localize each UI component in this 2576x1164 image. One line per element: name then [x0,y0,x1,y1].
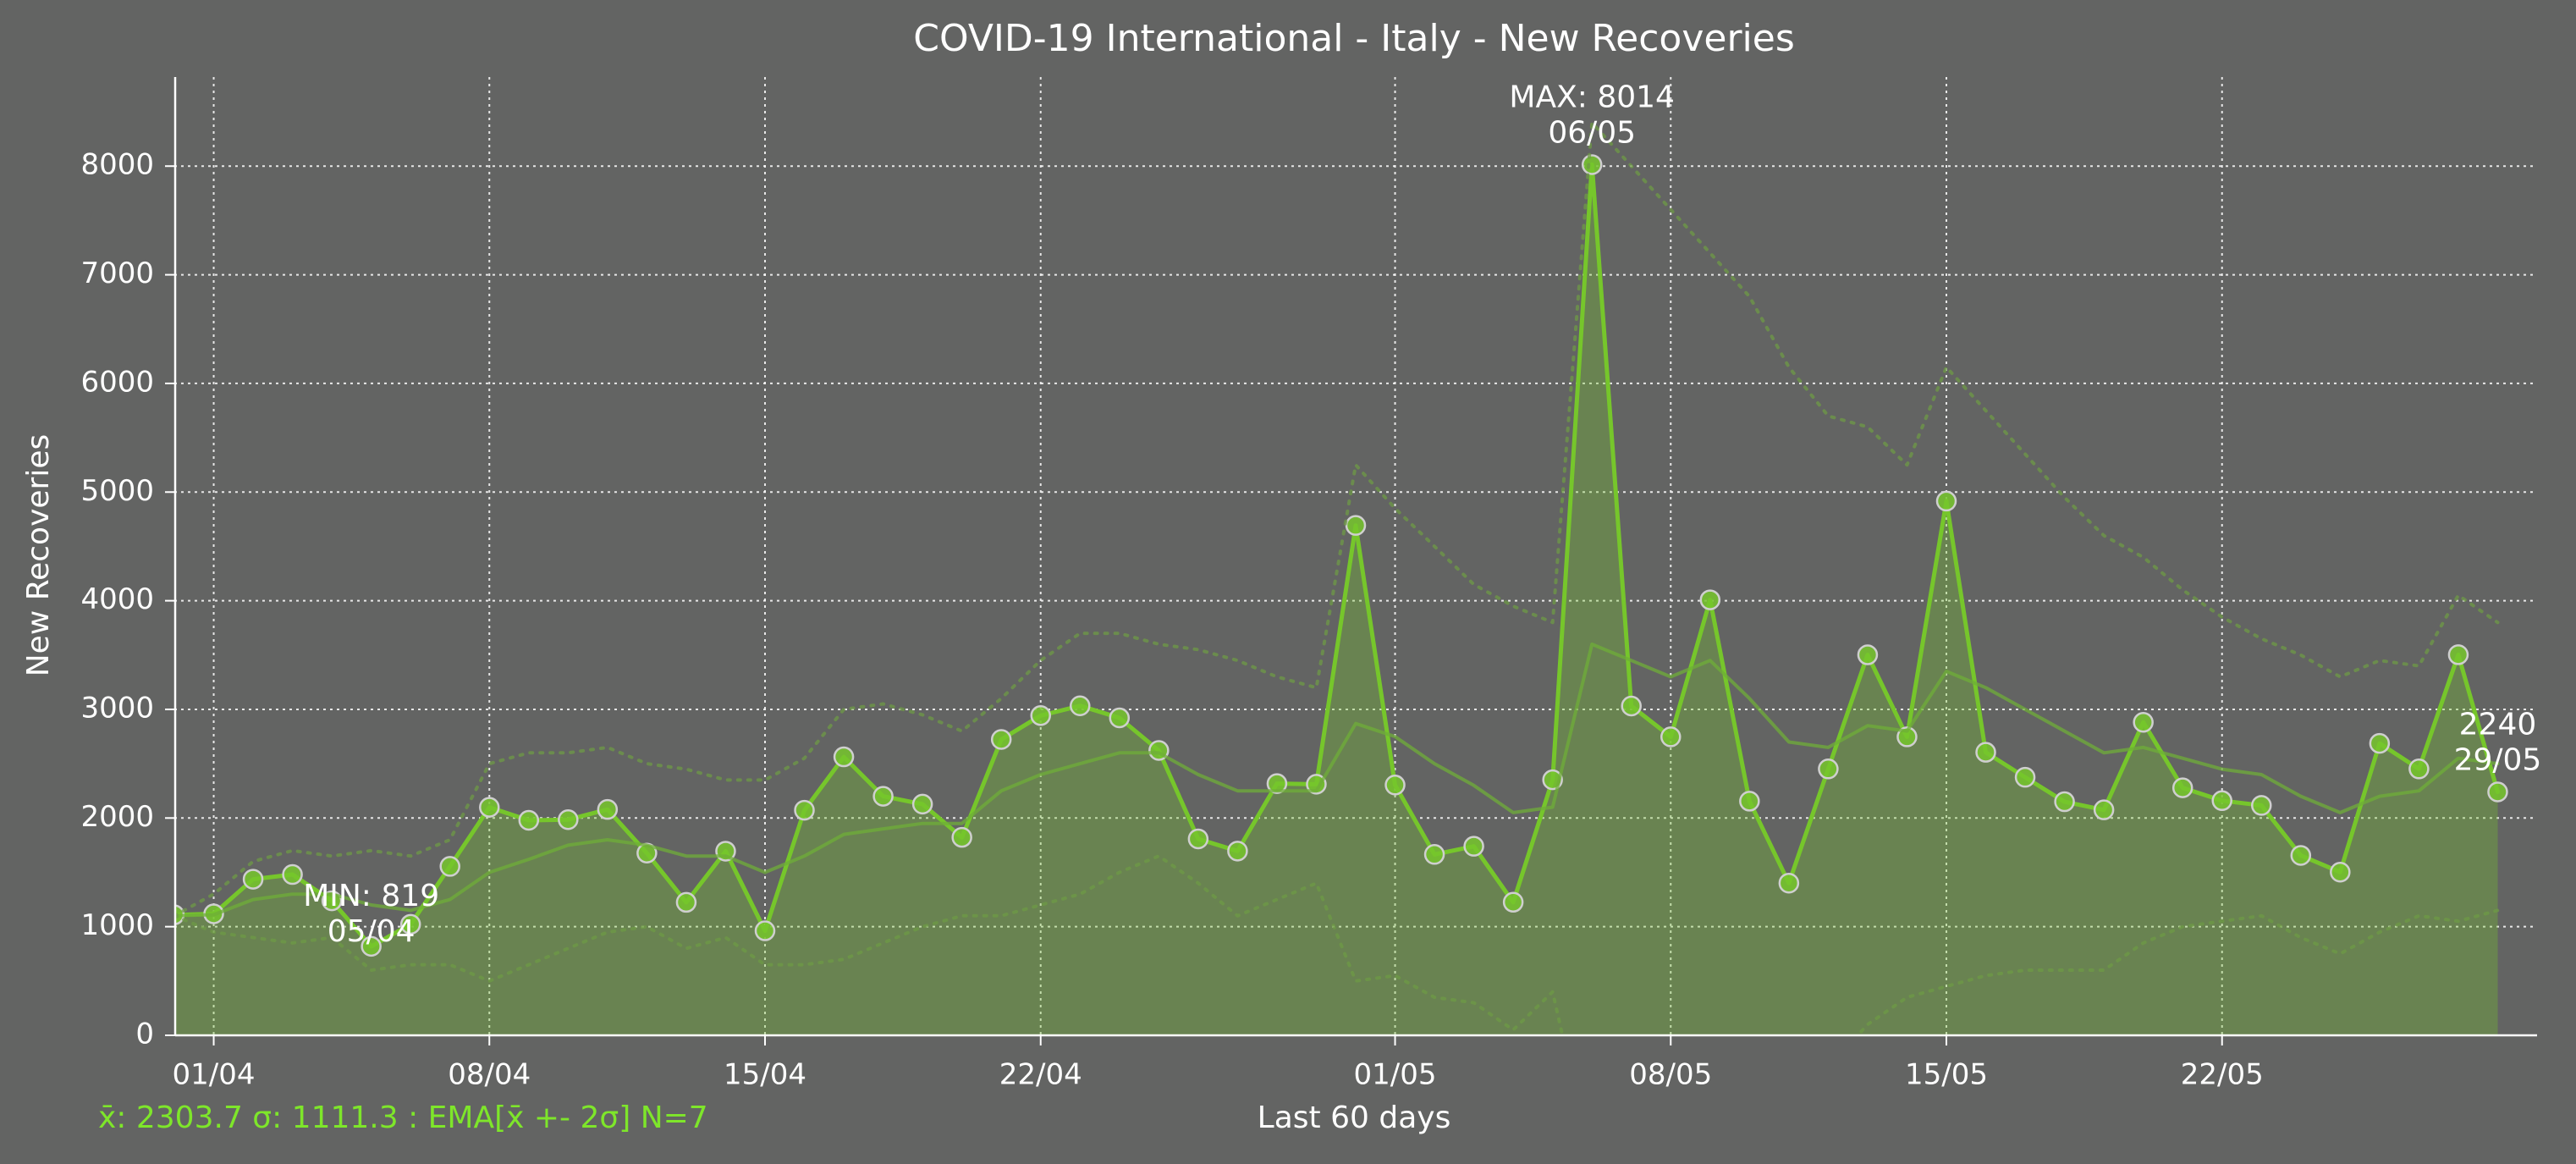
marker [2408,759,2430,780]
marker [1896,726,1918,747]
annotation: MIN: 819 [303,879,439,913]
y-axis-label: New Recoveries [21,434,56,677]
marker [1109,707,1131,729]
marker [2290,845,2312,866]
marker [951,826,972,848]
marker [1660,726,1682,747]
marker [1266,773,1288,794]
marker [1975,742,1996,763]
band-line [174,854,2500,1035]
marker [2487,781,2508,803]
marker [675,891,697,913]
annotation: 06/05 [1548,115,1636,150]
x-tick-label: 22/05 [2181,1058,2264,1092]
marker [2014,766,2036,788]
marker [2054,791,2075,813]
marker [1502,891,1524,913]
marker [1030,705,1051,726]
marker [1423,844,1445,865]
area [174,164,2498,1035]
annotation: 2240 [2459,708,2537,742]
marker [361,935,382,957]
annotation: MAX: 8014 [1509,80,1675,114]
marker [2330,861,2351,883]
x-axis-label: Last 60 days [1258,1101,1451,1135]
x-tick-label: 08/04 [448,1058,531,1092]
y-tick-label: 6000 [80,365,154,399]
marker [597,798,619,820]
marker [1857,644,1879,665]
marker [282,863,303,885]
marker [1699,589,1721,610]
marker [754,920,776,941]
plot-area [174,120,2508,1035]
x-tick-label: 15/05 [1905,1058,1988,1092]
y-tick-label: 1000 [80,908,154,942]
marker [2369,732,2391,754]
marker [1463,836,1484,857]
marker [1187,828,1209,850]
marker [242,869,264,890]
marker [2133,711,2154,733]
marker [1621,695,1642,717]
x-tick-label: 08/05 [1629,1058,1712,1092]
y-tick-label: 5000 [80,474,154,508]
y-tick-label: 2000 [80,800,154,834]
marker [518,809,540,831]
marker [1935,490,1957,512]
marker [1227,841,1248,862]
ema-line [174,643,2500,918]
marker [399,913,421,935]
y-tick-label: 8000 [80,148,154,182]
y-tick-label: 4000 [80,582,154,616]
x-tick-label: 22/04 [999,1058,1082,1092]
marker [1818,759,1839,780]
x-tick-label: 01/05 [1354,1058,1437,1092]
marker [1384,775,1406,796]
marker [2171,777,2193,798]
marker [1070,695,1091,716]
y-tick-label: 0 [135,1018,154,1051]
y-tick-label: 3000 [80,691,154,725]
marker [479,797,500,818]
x-tick-label: 01/04 [173,1058,256,1092]
marker [1345,515,1367,536]
marker [2251,795,2272,816]
y-tick-label: 7000 [80,257,154,290]
chart-title: COVID-19 International - Italy - New Rec… [913,17,1795,60]
marker [1581,154,1603,175]
x-tick-label: 15/04 [724,1058,806,1092]
annotation: 05/04 [328,914,416,949]
marker [2211,790,2232,812]
marker [1778,872,1800,894]
marker [911,793,933,815]
band-line [174,120,2500,918]
marker [1739,791,1760,812]
marker [2093,799,2115,820]
marker [990,729,1012,750]
marker [558,808,579,830]
marker [439,856,460,877]
stats-note: x̄: 2303.7 σ: 1111.3 : EMA[x̄ +- 2σ] N=7 [98,1101,708,1135]
marker [794,799,815,821]
marker [872,786,894,807]
annotation: 29/05 [2454,743,2542,778]
marker [2447,644,2469,665]
marker [833,746,855,768]
